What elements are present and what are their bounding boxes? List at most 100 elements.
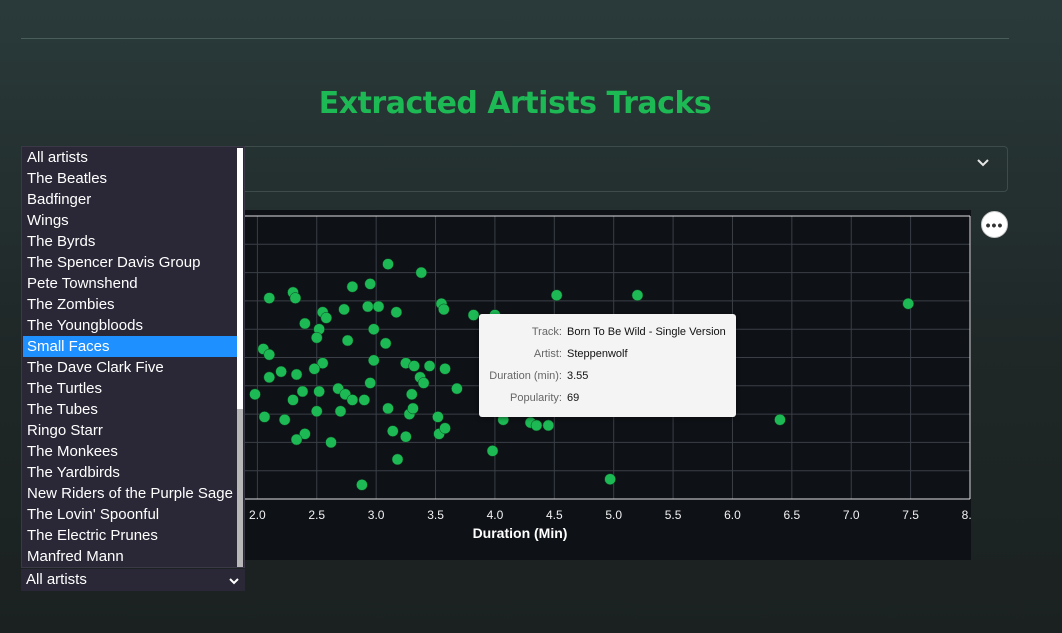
scatter-point[interactable] bbox=[382, 402, 394, 415]
dropdown-option[interactable]: Small Faces bbox=[23, 336, 238, 357]
x-axis-label: Duration (Min) bbox=[473, 525, 568, 541]
scatter-point[interactable] bbox=[346, 394, 359, 406]
scatter-point[interactable] bbox=[387, 425, 399, 437]
scatter-point[interactable] bbox=[334, 405, 347, 418]
scatter-point[interactable] bbox=[263, 292, 276, 304]
scatter-point[interactable] bbox=[550, 289, 563, 301]
scatter-point[interactable] bbox=[263, 348, 276, 361]
tooltip-track-row: Track: Born To Be Wild - Single Version bbox=[479, 326, 736, 340]
tooltip-popularity-label: Popularity: bbox=[510, 392, 562, 404]
divider bbox=[21, 38, 1009, 39]
scatter-point[interactable] bbox=[341, 334, 354, 347]
dropdown-option[interactable]: The Beatles bbox=[27, 170, 108, 187]
scatter-point[interactable] bbox=[368, 323, 380, 335]
scatter-point[interactable] bbox=[372, 300, 385, 313]
scatter-point[interactable] bbox=[451, 382, 463, 395]
scatter-point[interactable] bbox=[382, 258, 394, 270]
tooltip-popularity-row: Popularity: 69 bbox=[479, 392, 736, 406]
artist-dropdown-list[interactable]: Manfred Mann The Electric Prunes The Lovin… bbox=[21, 146, 245, 568]
dropdown-option[interactable]: The Dave Clark Five bbox=[27, 359, 164, 376]
scrollbar-thumb[interactable] bbox=[237, 409, 243, 567]
scatter-point[interactable] bbox=[542, 419, 555, 432]
scatter-point[interactable] bbox=[258, 411, 271, 423]
scatter-point[interactable] bbox=[417, 377, 430, 389]
scatter-point[interactable] bbox=[325, 436, 337, 449]
scatter-point[interactable] bbox=[311, 331, 323, 344]
x-tick-label: 6.0 bbox=[724, 508, 741, 522]
scatter-point[interactable] bbox=[278, 414, 291, 426]
scatter-point[interactable] bbox=[400, 430, 412, 443]
dropdown-option[interactable]: The Electric Prunes bbox=[27, 527, 158, 544]
artist-native-select[interactable]: All artists bbox=[21, 569, 245, 591]
scatter-point[interactable] bbox=[432, 411, 444, 423]
dropdown-option[interactable]: The Zombies bbox=[27, 296, 115, 313]
scatter-point[interactable] bbox=[356, 479, 368, 491]
dropdown-option[interactable]: The Byrds bbox=[27, 233, 96, 250]
scatter-point[interactable] bbox=[364, 377, 376, 389]
scatter-point[interactable] bbox=[289, 292, 302, 304]
scatter-point[interactable] bbox=[299, 428, 311, 440]
scatter-point[interactable] bbox=[467, 309, 480, 321]
scatter-point[interactable] bbox=[263, 371, 276, 384]
dropdown-option[interactable]: Wings bbox=[27, 212, 69, 229]
scatter-point[interactable] bbox=[290, 368, 303, 381]
x-tick-label: 3.5 bbox=[427, 508, 444, 522]
scatter-point[interactable] bbox=[902, 297, 914, 310]
scatter-point[interactable] bbox=[368, 354, 380, 367]
dropdown-option[interactable]: Pete Townshend bbox=[27, 275, 138, 292]
dropdown-option[interactable]: All artists bbox=[27, 149, 88, 166]
dropdown-option[interactable]: The Monkees bbox=[27, 443, 118, 460]
scatter-point[interactable] bbox=[364, 278, 376, 290]
dropdown-option[interactable]: Ringo Starr bbox=[27, 422, 103, 439]
dropdown-option[interactable]: The Youngbloods bbox=[27, 317, 143, 334]
page-title: Extracted Artists Tracks bbox=[318, 86, 712, 121]
scatter-point[interactable] bbox=[287, 394, 299, 406]
scatter-point[interactable] bbox=[439, 363, 451, 375]
scatter-point[interactable] bbox=[486, 445, 499, 457]
scatter-point[interactable] bbox=[275, 365, 287, 378]
x-tick-label: 7.5 bbox=[902, 508, 919, 522]
scatter-point[interactable] bbox=[631, 289, 644, 301]
dropdown-option[interactable]: Badfinger bbox=[27, 191, 92, 208]
scatter-point[interactable] bbox=[362, 300, 374, 313]
dropdown-option[interactable]: New Riders of the Purple Sage bbox=[27, 485, 233, 502]
scatter-point[interactable] bbox=[311, 405, 323, 418]
dropdown-option[interactable]: The Tubes bbox=[27, 401, 98, 418]
tooltip-artist-row: Artist: Steppenwolf bbox=[479, 348, 736, 362]
scatter-point[interactable] bbox=[408, 360, 420, 372]
x-tick-label: 7.0 bbox=[843, 508, 860, 522]
dropdown-option[interactable]: The Turtles bbox=[27, 380, 103, 397]
scatter-point[interactable] bbox=[415, 266, 428, 279]
scatter-point[interactable] bbox=[299, 317, 311, 330]
scatter-point[interactable] bbox=[358, 394, 371, 406]
scatter-point[interactable] bbox=[406, 388, 418, 401]
chart-tooltip: Track: Born To Be Wild - Single Version … bbox=[479, 314, 736, 417]
scatter-point[interactable] bbox=[438, 303, 450, 316]
scatter-point[interactable] bbox=[249, 388, 261, 401]
scatter-point[interactable] bbox=[338, 303, 350, 316]
scatter-point[interactable] bbox=[308, 363, 321, 375]
scatter-point[interactable] bbox=[313, 385, 325, 398]
scatter-point[interactable] bbox=[290, 433, 303, 446]
scatter-point[interactable] bbox=[423, 360, 436, 372]
x-tick-label: 4.5 bbox=[546, 508, 563, 522]
more-options-button[interactable]: ••• bbox=[981, 211, 1008, 238]
scatter-point[interactable] bbox=[346, 281, 359, 293]
scatter-point[interactable] bbox=[407, 402, 419, 415]
dropdown-option[interactable]: Manfred Mann bbox=[27, 548, 124, 565]
dropdown-option[interactable]: The Spencer Davis Group bbox=[27, 254, 201, 271]
scatter-point[interactable] bbox=[320, 312, 333, 324]
scatter-point[interactable] bbox=[316, 357, 329, 369]
scatter-point[interactable] bbox=[604, 473, 616, 485]
scatter-point[interactable] bbox=[390, 306, 403, 318]
scatter-point[interactable] bbox=[774, 414, 786, 426]
dropdown-option[interactable]: The Lovin' Spoonful bbox=[27, 506, 160, 523]
scatter-point[interactable] bbox=[439, 422, 451, 434]
selected-artist-value: All artists bbox=[26, 571, 87, 588]
scatter-point[interactable] bbox=[391, 453, 404, 466]
scrollbar-track[interactable] bbox=[237, 148, 243, 566]
scatter-point[interactable] bbox=[296, 385, 309, 398]
scatter-point[interactable] bbox=[379, 337, 392, 350]
scatter-point[interactable] bbox=[530, 419, 543, 432]
dropdown-option[interactable]: The Yardbirds bbox=[27, 464, 120, 481]
